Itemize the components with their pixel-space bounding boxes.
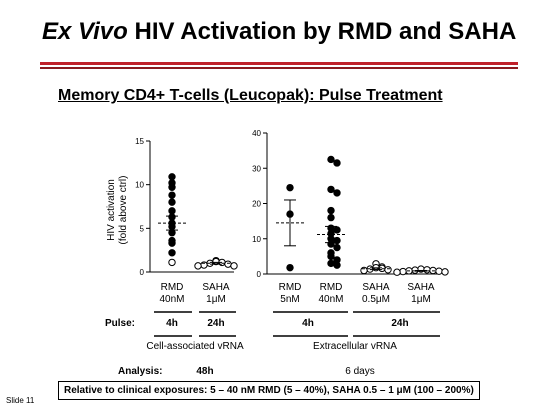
pulse-duration-extra-2: 24h	[391, 318, 408, 329]
data-point	[224, 260, 232, 268]
data-point	[168, 183, 176, 191]
y-tick-label: 0	[257, 270, 262, 279]
data-point	[333, 159, 341, 167]
pulse-duration-cell-1: 4h	[166, 318, 178, 329]
y-tick-label: 10	[135, 181, 144, 190]
data-point	[435, 267, 443, 275]
category-label-line1: SAHA	[407, 282, 435, 293]
data-point	[384, 266, 392, 274]
pulse-duration-extra-1: 4h	[302, 318, 314, 329]
data-point	[194, 262, 202, 270]
data-point	[168, 191, 176, 199]
y-tick-label: 40	[252, 129, 261, 138]
category-label-line1: RMD	[161, 282, 184, 293]
data-point	[393, 268, 401, 276]
measure-extra-label: Extracellular vRNA	[313, 341, 397, 352]
data-point	[168, 249, 176, 257]
data-point	[327, 206, 335, 215]
category-label-line1: SAHA	[202, 282, 230, 293]
data-point	[168, 173, 176, 181]
y-tick-label: 15	[135, 137, 144, 146]
category-label-line2: 5nM	[280, 294, 299, 305]
data-point	[327, 185, 335, 194]
data-point	[441, 268, 449, 276]
data-point	[230, 262, 238, 270]
analysis-label: Analysis:	[118, 366, 162, 377]
data-point	[168, 198, 176, 206]
data-point	[168, 258, 176, 267]
pulse-duration-cell-2: 24h	[207, 318, 224, 329]
pulse-label: Pulse:	[105, 318, 135, 329]
title-rule-thin	[40, 67, 518, 69]
data-point	[168, 239, 176, 247]
category-label-line2: 40nM	[159, 294, 184, 305]
slide-title-rest: HIV Activation by RMD and SAHA	[127, 18, 517, 45]
category-label-line2: 40nM	[318, 294, 343, 305]
data-point	[333, 243, 341, 252]
data-point	[333, 226, 341, 234]
y-tick-label: 30	[252, 164, 261, 173]
data-point	[327, 259, 335, 268]
y-tick-label: 10	[252, 235, 261, 244]
data-point	[327, 213, 335, 222]
category-label-line2: 0.5μM	[362, 294, 390, 305]
data-point	[286, 263, 294, 272]
title-rule-thick	[40, 62, 518, 65]
y-axis-label-line1: HIV activation	[106, 179, 117, 241]
data-point	[423, 266, 431, 274]
category-label-line1: RMD	[320, 282, 343, 293]
data-point	[168, 207, 176, 215]
y-tick-label: 0	[140, 268, 145, 277]
category-label-line1: RMD	[279, 282, 302, 293]
data-point	[333, 236, 341, 245]
data-point	[286, 183, 294, 192]
category-label-line1: SAHA	[362, 282, 390, 293]
category-label-line2: 1μM	[411, 294, 431, 305]
y-axis-label-line2: (fold above ctrl)	[118, 176, 129, 245]
subtitle: Memory CD4+ T-cells (Leucopak): Pulse Tr…	[58, 87, 443, 104]
slide-title: Ex Vivo HIV Activation by RMD and SAHA	[42, 18, 516, 46]
analysis-extra-value: 6 days	[345, 366, 374, 377]
measure-cell-label: Cell-associated vRNA	[146, 341, 244, 352]
data-point	[333, 189, 341, 197]
y-tick-label: 5	[140, 224, 145, 233]
slide-number: Slide 11	[6, 396, 35, 405]
y-tick-label: 20	[252, 200, 261, 209]
category-label-line2: 1μM	[206, 294, 226, 305]
data-point	[399, 267, 407, 276]
analysis-cell-value: 48h	[196, 366, 213, 377]
slide-title-italic: Ex Vivo	[42, 18, 128, 45]
data-point	[327, 155, 335, 164]
data-point	[333, 261, 341, 269]
data-point	[327, 252, 335, 261]
clinical-exposure-note: Relative to clinical exposures: 5 – 40 n…	[58, 381, 480, 400]
